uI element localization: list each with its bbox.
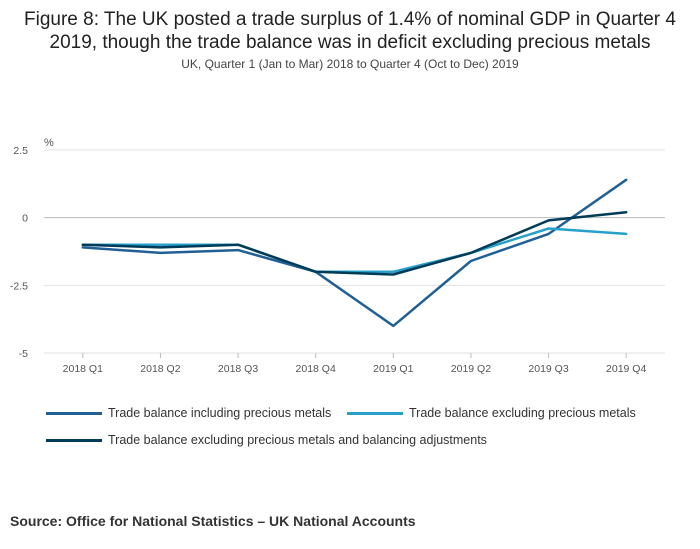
x-tick-label: 2018 Q4	[296, 363, 336, 375]
x-tick-label: 2019 Q2	[451, 363, 491, 375]
legend-item-including-precious-metals: Trade balance including precious metals	[46, 406, 331, 420]
x-tick-label: 2019 Q4	[606, 363, 646, 375]
legend-label: Trade balance excluding precious metals …	[108, 433, 487, 447]
legend-item-excluding-precious-metals: Trade balance excluding precious metals	[347, 406, 636, 420]
chart-subtitle: UK, Quarter 1 (Jan to Mar) 2018 to Quart…	[181, 57, 519, 71]
x-tick-label: 2019 Q3	[528, 363, 568, 375]
y-tick-label: -5	[19, 348, 28, 360]
x-tick-label: 2018 Q2	[140, 363, 180, 375]
y-tick-label: 2.5	[13, 145, 28, 157]
y-tick-label: 0	[22, 213, 28, 225]
legend-label: Trade balance including precious metals	[108, 406, 332, 420]
line-chart: 2.5 0 -2.5 -5% 2018 Q1 2018 Q2 2018 Q3 2018 Q4 2…	[10, 137, 665, 375]
y-tick-label: -2.5	[10, 280, 28, 292]
series-line-3	[81, 211, 628, 276]
legend-label: Trade balance excluding precious metals	[409, 406, 636, 420]
legend-item-excluding-precious-metals-and-balancing: Trade balance excluding precious metals …	[46, 433, 487, 447]
legend-swatch	[46, 438, 102, 442]
x-tick-label: 2018 Q1	[63, 363, 103, 375]
x-tick-label: 2018 Q3	[218, 363, 258, 375]
x-tick-label: 2019 Q1	[373, 363, 413, 375]
series-line-1	[81, 178, 628, 328]
y-axis-label: %	[44, 137, 54, 149]
legend-swatch	[347, 411, 403, 415]
series-line-2	[81, 227, 628, 274]
chart-title: Figure 8: The UK posted a trade surplus …	[24, 9, 676, 53]
legend-swatch	[46, 411, 102, 415]
source-note: Source: Office for National Statistics –…	[10, 513, 416, 529]
